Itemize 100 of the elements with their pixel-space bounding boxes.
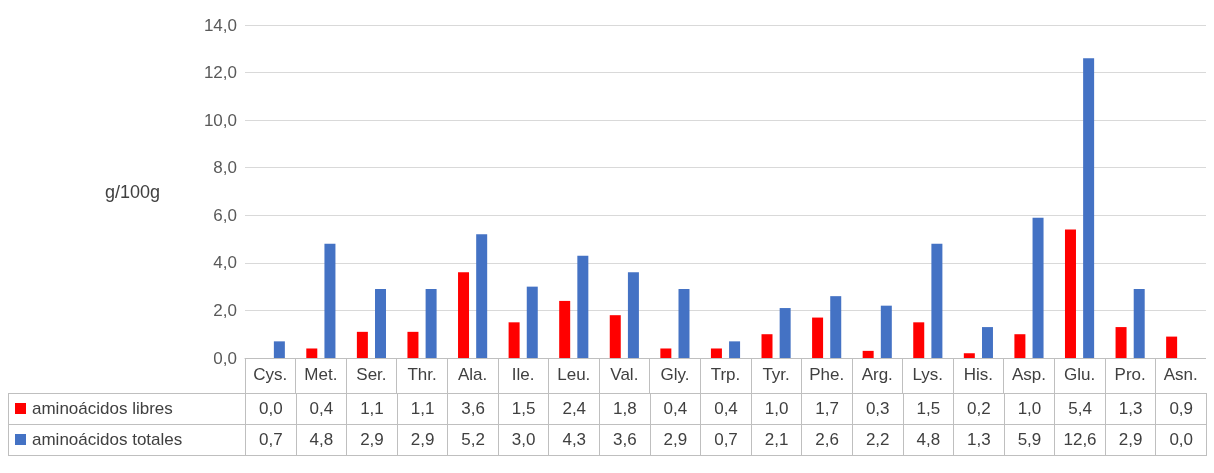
data-label: 2,9 bbox=[346, 424, 398, 456]
data-label: 0,2 bbox=[953, 393, 1005, 425]
x-tick-label: Ala. bbox=[457, 365, 488, 384]
data-label: 1,5 bbox=[498, 393, 549, 425]
data-label: 5,4 bbox=[1054, 393, 1106, 425]
bar bbox=[1064, 229, 1076, 358]
bar bbox=[761, 334, 773, 358]
x-tick-label: Asn. bbox=[1163, 365, 1198, 384]
data-label: 2,9 bbox=[1105, 424, 1156, 456]
y-tick-label: 2,0 bbox=[213, 300, 237, 320]
bar bbox=[609, 315, 621, 358]
legend-label: aminoácidos totales bbox=[32, 430, 183, 449]
x-tick-label: Arg. bbox=[861, 365, 893, 384]
bar bbox=[660, 348, 672, 358]
x-tick-label: Phe. bbox=[809, 365, 845, 384]
data-label: 0,4 bbox=[650, 393, 701, 425]
bar bbox=[1166, 336, 1178, 358]
x-tick-label: Cys. bbox=[253, 365, 288, 384]
data-label: 3,0 bbox=[498, 424, 549, 456]
bar bbox=[729, 341, 741, 358]
bar bbox=[710, 348, 722, 358]
data-label: 1,3 bbox=[953, 424, 1005, 456]
data-label: 0,4 bbox=[296, 393, 347, 425]
data-label: 3,6 bbox=[599, 424, 651, 456]
bar bbox=[678, 289, 690, 358]
legend-label: aminoácidos libres bbox=[32, 399, 173, 418]
x-tick-label: Thr. bbox=[407, 365, 437, 384]
x-tick-label: Glu. bbox=[1063, 365, 1096, 384]
bar bbox=[375, 289, 387, 358]
x-tick-label: Val. bbox=[610, 365, 639, 384]
data-label: 4,3 bbox=[548, 424, 600, 456]
bar bbox=[508, 322, 520, 358]
x-tick-label: Gly. bbox=[660, 365, 690, 384]
y-tick-label: 4,0 bbox=[213, 253, 237, 273]
data-label: 2,4 bbox=[548, 393, 600, 425]
bar bbox=[830, 296, 842, 358]
bar bbox=[1133, 289, 1145, 358]
bar bbox=[273, 341, 285, 358]
bar bbox=[526, 286, 538, 358]
bar bbox=[356, 331, 368, 358]
x-tick-label: Ile. bbox=[511, 365, 535, 384]
data-label: 5,9 bbox=[1004, 424, 1055, 456]
bar bbox=[931, 243, 943, 358]
bar bbox=[577, 255, 589, 358]
y-tick-label: 6,0 bbox=[213, 205, 237, 225]
bar bbox=[1083, 58, 1095, 358]
data-label: 0,9 bbox=[1155, 393, 1207, 425]
data-label: 4,8 bbox=[903, 424, 954, 456]
bar bbox=[476, 234, 488, 358]
y-tick-label: 12,0 bbox=[203, 63, 237, 83]
data-label: 1,3 bbox=[1105, 393, 1156, 425]
y-axis-title: g/100g bbox=[104, 181, 160, 202]
data-label: 1,0 bbox=[1004, 393, 1055, 425]
bar bbox=[324, 243, 336, 358]
x-tick-label: Asp. bbox=[1011, 365, 1046, 384]
bar bbox=[880, 305, 892, 358]
data-label: 12,6 bbox=[1054, 424, 1106, 456]
bar bbox=[963, 353, 975, 358]
y-tick-label: 14,0 bbox=[203, 15, 237, 35]
data-label: 0,4 bbox=[700, 393, 752, 425]
data-label: 1,0 bbox=[751, 393, 802, 425]
bar bbox=[559, 300, 571, 358]
bar bbox=[458, 272, 470, 358]
x-tick-label: Trp. bbox=[710, 365, 741, 384]
x-tick-label: Lys. bbox=[912, 365, 944, 384]
data-label: 1,8 bbox=[599, 393, 651, 425]
data-label: 1,5 bbox=[903, 393, 954, 425]
data-label: 0,7 bbox=[700, 424, 752, 456]
data-label: 0,0 bbox=[245, 393, 297, 425]
bar bbox=[425, 289, 437, 358]
x-tick-label: Met. bbox=[304, 365, 338, 384]
bar bbox=[812, 317, 824, 358]
data-label: 2,9 bbox=[397, 424, 448, 456]
bar bbox=[407, 331, 419, 358]
y-tick-label: 10,0 bbox=[203, 110, 237, 130]
x-tick-label: Tyr. bbox=[762, 365, 790, 384]
data-label: 1,1 bbox=[346, 393, 398, 425]
data-label: 0,0 bbox=[1155, 424, 1207, 456]
data-label: 5,2 bbox=[447, 424, 499, 456]
bar bbox=[1014, 334, 1026, 358]
data-label: 2,1 bbox=[751, 424, 802, 456]
bar bbox=[779, 308, 791, 358]
bar bbox=[627, 272, 639, 358]
bar bbox=[1032, 217, 1044, 358]
x-tick-label: Pro. bbox=[1114, 365, 1146, 384]
data-label: 0,7 bbox=[245, 424, 297, 456]
data-label: 4,8 bbox=[296, 424, 347, 456]
data-label: 3,6 bbox=[447, 393, 499, 425]
bar bbox=[306, 348, 318, 358]
bar bbox=[913, 322, 925, 358]
x-tick-label: His. bbox=[963, 365, 994, 384]
bar bbox=[862, 350, 874, 358]
data-label: 2,9 bbox=[650, 424, 701, 456]
data-label: 2,2 bbox=[852, 424, 904, 456]
y-tick-label: 0,0 bbox=[213, 348, 237, 368]
data-label: 0,3 bbox=[852, 393, 904, 425]
data-label: 1,1 bbox=[397, 393, 448, 425]
bar bbox=[981, 327, 993, 358]
x-tick-label: Leu. bbox=[557, 365, 591, 384]
y-tick-label: 8,0 bbox=[213, 158, 237, 178]
